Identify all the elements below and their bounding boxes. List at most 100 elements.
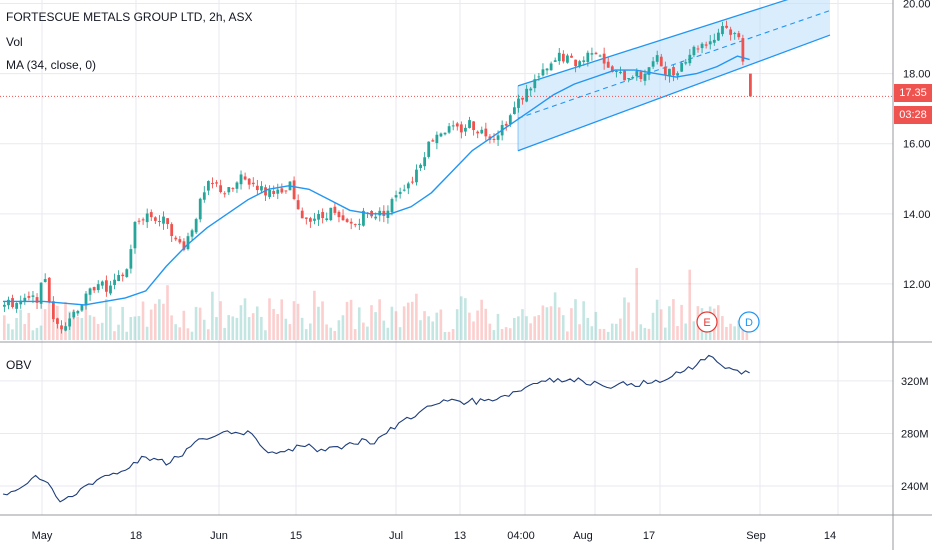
- volume-bar: [472, 321, 475, 340]
- volume-bar: [202, 319, 206, 340]
- volume-bar: [537, 315, 541, 340]
- candle-body: [76, 310, 80, 314]
- y-tick-label: 16.00: [903, 139, 931, 151]
- volume-bar: [374, 312, 377, 340]
- candle-body: [7, 299, 10, 306]
- volume-bar: [357, 307, 361, 340]
- volume-bar: [578, 324, 581, 340]
- volume-bar: [484, 308, 488, 340]
- candle-body: [280, 188, 284, 193]
- candle-body: [394, 195, 398, 198]
- volume-bar: [260, 316, 263, 340]
- x-tick-label: 13: [454, 530, 466, 542]
- candle-body: [182, 241, 186, 250]
- volume-bar: [158, 299, 161, 340]
- candle-body: [557, 52, 561, 62]
- candle-body: [129, 249, 133, 269]
- candle-body: [717, 32, 720, 41]
- candle-body: [292, 180, 296, 200]
- price-channel[interactable]: [517, 0, 831, 152]
- volume-bar: [504, 327, 508, 340]
- volume-bar: [31, 330, 35, 340]
- candle-last: [749, 73, 752, 97]
- candle-body: [149, 212, 153, 218]
- volume-bar: [574, 299, 577, 340]
- volume-bar: [100, 322, 104, 340]
- volume-bar: [349, 299, 353, 340]
- candle-body: [643, 73, 647, 81]
- volume-bar: [570, 308, 573, 340]
- volume-bar: [513, 317, 516, 340]
- candle-body: [574, 59, 577, 67]
- candle-body: [647, 67, 651, 75]
- candle-body: [174, 237, 178, 240]
- volume-bar: [174, 324, 177, 340]
- volume-bar: [635, 268, 638, 340]
- volume-bar: [43, 309, 47, 340]
- candle-body: [537, 76, 541, 78]
- volume-bar: [117, 324, 120, 340]
- event-marker-circle: [738, 311, 760, 333]
- volume-bar: [149, 309, 153, 340]
- volume-bar: [23, 324, 26, 340]
- event-marker-label: E: [703, 317, 710, 329]
- candle-body: [194, 219, 198, 233]
- event-marker-e: E: [696, 311, 718, 333]
- candle-body: [11, 298, 14, 308]
- candle-body: [570, 55, 573, 58]
- candle-body: [472, 121, 475, 131]
- volume-bar: [615, 323, 618, 340]
- volume-bar: [105, 299, 108, 340]
- candle-body: [606, 61, 610, 68]
- volume-bar: [182, 310, 186, 340]
- candle-body: [215, 182, 218, 184]
- volume-bar: [317, 306, 320, 340]
- candle-body: [680, 63, 684, 72]
- candle-body: [459, 124, 463, 133]
- candle-body: [419, 164, 422, 168]
- volume-bar: [333, 331, 337, 340]
- channel-lower: [517, 34, 831, 152]
- candle-body: [309, 218, 312, 222]
- candle-body: [223, 193, 227, 195]
- volume-bar: [668, 306, 671, 340]
- candle-body: [268, 189, 271, 197]
- volume-bar: [219, 301, 222, 340]
- volume-bar: [610, 323, 614, 340]
- candle-body: [549, 63, 553, 71]
- candle-body: [68, 318, 72, 327]
- x-tick-label: 17: [643, 530, 655, 542]
- candle-body: [162, 216, 165, 224]
- volume-bar: [606, 331, 610, 340]
- candle-body: [508, 115, 512, 125]
- obv-tick-label: 280M: [901, 428, 929, 440]
- volume-bar: [251, 313, 255, 340]
- candle-body: [47, 277, 51, 303]
- candle-body: [243, 176, 247, 180]
- candle-body: [190, 230, 194, 237]
- candle-body: [627, 78, 631, 80]
- volume-bar: [353, 329, 357, 340]
- candle-body: [398, 191, 402, 194]
- volume-bar: [35, 327, 39, 340]
- volume-bar: [268, 298, 271, 340]
- candle-body: [235, 182, 239, 189]
- candle-body: [423, 157, 427, 167]
- volume-bar: [92, 316, 96, 340]
- volume-bar: [717, 305, 720, 340]
- volume-bar: [231, 316, 235, 340]
- candle-body: [553, 60, 557, 62]
- volume-bar: [423, 311, 426, 340]
- volume-bar: [557, 307, 561, 340]
- x-tick-label: 18: [130, 530, 142, 542]
- candle-body: [676, 73, 679, 76]
- grid: [0, 0, 893, 515]
- volume-bar: [525, 316, 528, 340]
- candle-body: [3, 304, 6, 307]
- volume-bar: [435, 312, 439, 340]
- candle-body: [651, 61, 655, 67]
- candle-body: [345, 219, 349, 222]
- candle-body: [304, 217, 308, 219]
